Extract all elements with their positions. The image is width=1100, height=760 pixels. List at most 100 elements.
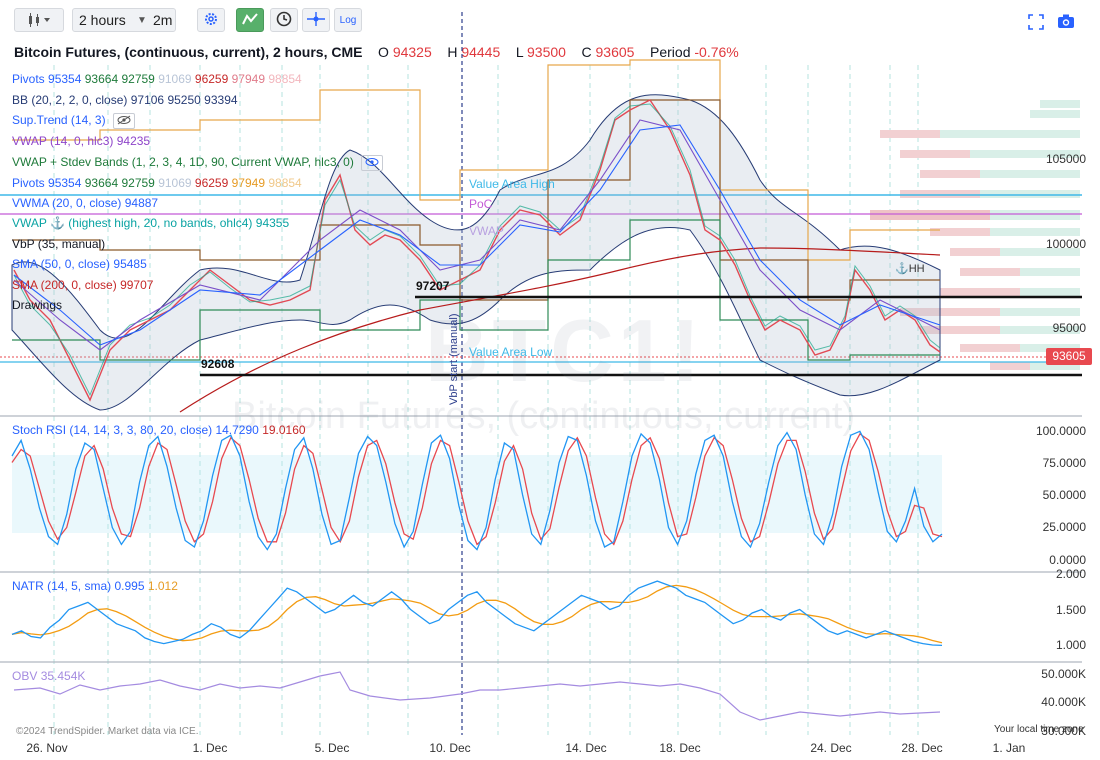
- legend-vbp[interactable]: VbP (35, manual): [12, 237, 105, 251]
- stoch-axis-label: 25.0000: [1042, 520, 1086, 534]
- legend-value: 35.454K: [40, 669, 86, 683]
- stoch-axis-label: 100.0000: [1035, 424, 1086, 438]
- legend-supertrend-name: Sup.Trend (14, 3): [12, 113, 106, 128]
- legend-value: 97949: [231, 72, 265, 86]
- x-axis-label: 24. Dec: [810, 741, 852, 755]
- legend-vwap-anchored-name: VWAP ⚓ (highest high, 20, no bands, ohlc…: [12, 216, 253, 230]
- high-value: 94445: [461, 44, 501, 60]
- legend-pivots-2[interactable]: Pivots 95354 93664 92759 91069 96259 979…: [12, 176, 302, 190]
- legend-value: 95354: [48, 176, 82, 190]
- x-axis-label: 18. Dec: [659, 741, 701, 755]
- legend-sma50-name: SMA (50, 0, close): [12, 257, 111, 271]
- legend-obv[interactable]: OBV 35.454K: [12, 669, 85, 683]
- legend-value: 95354: [48, 72, 82, 86]
- copyright-text: ©2024 TrendSpider. Market data via ICE.: [16, 726, 199, 737]
- legend-value: 93664: [84, 72, 119, 86]
- legend-vbp-name: VbP (35, manual): [12, 237, 106, 251]
- level-upper-label: 97207: [416, 279, 450, 293]
- anchor-icon: ⚓: [895, 263, 909, 275]
- legend-stoch-name: Stoch RSI (14, 14, 3, 3, 80, 20, close): [12, 423, 213, 437]
- legend-vwap[interactable]: VWAP (14, 0, hlc3) 94235: [12, 134, 150, 148]
- chevron-down-icon: ▼: [137, 14, 147, 26]
- legend-drawings-name: Drawings: [12, 298, 63, 312]
- legend-sma50[interactable]: SMA (50, 0, close) 95485: [12, 257, 147, 271]
- eye-icon[interactable]: [361, 155, 384, 171]
- natr-sma-line: [11, 584, 943, 644]
- fullscreen-icon[interactable]: [1028, 14, 1044, 35]
- legend-value: 94887: [124, 196, 159, 210]
- open-label: O: [378, 44, 389, 60]
- camera-icon[interactable]: [1057, 13, 1075, 34]
- hh-label: ⚓HH: [895, 262, 925, 275]
- legend-vwma[interactable]: VWMA (20, 0, close) 94887: [12, 196, 158, 210]
- obv-axis-label: 50.000K: [1041, 667, 1086, 681]
- legend-vwap-bands-name: VWAP + Stdev Bands (1, 2, 3, 4, 1D, 90, …: [12, 155, 354, 170]
- volume-profile: [870, 100, 1080, 370]
- legend-value: 19.0160: [262, 423, 306, 437]
- obv-axis-label: 40.000K: [1041, 695, 1086, 709]
- x-axis-label: 1. Dec: [192, 741, 228, 755]
- gear-icon: [203, 11, 219, 30]
- legend-vwma-name: VWMA (20, 0, close): [12, 196, 122, 210]
- settings-button[interactable]: [197, 8, 225, 32]
- legend-value: 0.995: [114, 579, 145, 593]
- legend-value: 93664: [84, 176, 119, 190]
- legend-sma200[interactable]: SMA (200, 0, close) 99707: [12, 278, 153, 292]
- legend-bb[interactable]: BB (20, 2, 2, 0, close) 97106 95250 9339…: [12, 93, 238, 107]
- legend-value: 98854: [268, 176, 302, 190]
- natr-axis-label: 1.500: [1055, 603, 1086, 617]
- legend-vwap-name: VWAP (14, 0, hlc3): [12, 134, 114, 148]
- vbp-start-label: VbP start (manual): [448, 313, 460, 405]
- price-axis-label: 105000: [1045, 152, 1086, 166]
- legend-value: 94355: [255, 216, 290, 230]
- x-axis-label: 10. Dec: [429, 741, 471, 755]
- legend-vwap-bands[interactable]: VWAP + Stdev Bands (1, 2, 3, 4, 1D, 90, …: [12, 155, 384, 171]
- legend-supertrend[interactable]: Sup.Trend (14, 3): [12, 113, 135, 129]
- chart-type-button[interactable]: [14, 8, 64, 32]
- range-value[interactable]: 2m: [153, 12, 173, 28]
- x-axis-label: 26. Nov: [26, 741, 68, 755]
- price-axis-label: 95000: [1052, 321, 1086, 335]
- legend-drawings[interactable]: Drawings: [12, 298, 62, 312]
- legend-value: 14.7290: [215, 423, 259, 437]
- legend-value: 98854: [268, 72, 302, 86]
- replay-button[interactable]: [270, 8, 298, 32]
- local-time-label[interactable]: Your local time zone: [994, 724, 1084, 735]
- legend-value: 99707: [120, 278, 154, 292]
- legend-value: 95250: [167, 93, 201, 107]
- log-scale-button[interactable]: Log: [334, 8, 362, 32]
- legend-value: 95485: [113, 257, 147, 271]
- legend-value: 96259: [194, 176, 229, 190]
- level-lower-label: 92608: [201, 357, 235, 371]
- natr-axis-label: 2.000: [1055, 567, 1086, 581]
- timeframe-value: 2 hours: [79, 12, 126, 28]
- legend-natr-name: NATR (14, 5, sma): [12, 579, 112, 593]
- stoch-band: [12, 455, 942, 533]
- candlestick-icon: [26, 13, 52, 27]
- legend-natr[interactable]: NATR (14, 5, sma) 0.995 1.012: [12, 579, 178, 593]
- high-label: H: [447, 44, 458, 60]
- legend-stoch-rsi[interactable]: Stoch RSI (14, 14, 3, 3, 80, 20, close) …: [12, 423, 306, 437]
- legend-obv-name: OBV: [12, 669, 38, 683]
- indicator-toggle-button[interactable]: [236, 8, 264, 32]
- close-value: 93605: [595, 44, 635, 60]
- stoch-axis-label: 75.0000: [1042, 456, 1086, 470]
- timeframe-select[interactable]: 2 hours ▼ 2m: [72, 8, 176, 32]
- low-label: L: [515, 44, 524, 60]
- crosshair-button[interactable]: [302, 8, 330, 32]
- legend-value: 92759: [121, 176, 155, 190]
- last-price-tag: 93605: [1046, 348, 1092, 365]
- legend-value: 96259: [194, 72, 229, 86]
- symbol-title: Bitcoin Futures, (continuous, current), …: [14, 44, 363, 60]
- legend-value: 92759: [121, 72, 155, 86]
- natr-axis-label: 1.000: [1055, 638, 1086, 652]
- close-label: C: [581, 44, 592, 60]
- legend-value: 1.012: [147, 579, 178, 593]
- legend-pivots[interactable]: Pivots 95354 93664 92759 91069 96259 979…: [12, 72, 302, 86]
- period-value: -0.76%: [694, 44, 739, 60]
- legend-vwap-anchored[interactable]: VWAP ⚓ (highest high, 20, no bands, ohlc…: [12, 216, 289, 230]
- chart-toolbar: 2 hours ▼ 2m Log: [0, 0, 1100, 42]
- stoch-axis-label: 50.0000: [1042, 488, 1086, 502]
- watermark-symbol: BTC1!: [425, 301, 705, 400]
- eye-icon[interactable]: [112, 113, 135, 129]
